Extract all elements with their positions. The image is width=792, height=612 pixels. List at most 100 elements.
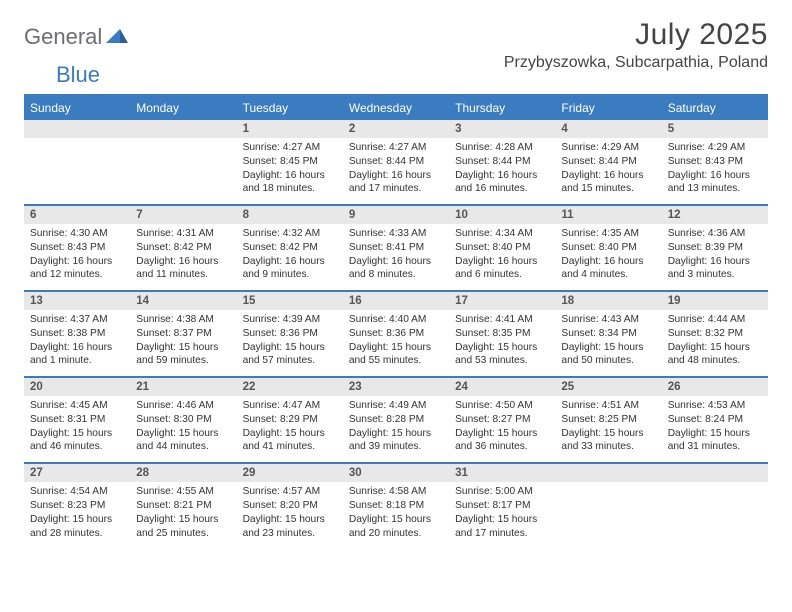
col-sunday: Sunday xyxy=(24,96,130,120)
day-number-cell: 17 xyxy=(449,292,555,311)
day-detail-cell: Sunrise: 4:47 AMSunset: 8:29 PMDaylight:… xyxy=(237,396,343,463)
sunset-line: Sunset: 8:44 PM xyxy=(561,155,655,169)
sunrise-line: Sunrise: 4:39 AM xyxy=(243,313,337,327)
daylight-line: Daylight: 16 hours and 12 minutes. xyxy=(30,255,124,283)
sunrise-line: Sunrise: 4:44 AM xyxy=(668,313,762,327)
day-number-cell: 15 xyxy=(237,292,343,311)
day-detail-cell xyxy=(555,482,661,548)
col-monday: Monday xyxy=(130,96,236,120)
sunset-line: Sunset: 8:40 PM xyxy=(561,241,655,255)
sunset-line: Sunset: 8:42 PM xyxy=(136,241,230,255)
sunrise-line: Sunrise: 4:51 AM xyxy=(561,399,655,413)
col-friday: Friday xyxy=(555,96,661,120)
day-number-cell xyxy=(662,464,768,483)
day-detail-cell: Sunrise: 5:00 AMSunset: 8:17 PMDaylight:… xyxy=(449,482,555,548)
sunset-line: Sunset: 8:25 PM xyxy=(561,413,655,427)
day-detail-cell: Sunrise: 4:31 AMSunset: 8:42 PMDaylight:… xyxy=(130,224,236,291)
sunset-line: Sunset: 8:32 PM xyxy=(668,327,762,341)
daylight-line: Daylight: 16 hours and 18 minutes. xyxy=(243,169,337,197)
day-number-cell: 6 xyxy=(24,206,130,225)
sunrise-line: Sunrise: 4:57 AM xyxy=(243,485,337,499)
day-number-cell: 10 xyxy=(449,206,555,225)
day-detail-cell: Sunrise: 4:45 AMSunset: 8:31 PMDaylight:… xyxy=(24,396,130,463)
day-detail-cell: Sunrise: 4:38 AMSunset: 8:37 PMDaylight:… xyxy=(130,310,236,377)
day-number-cell xyxy=(24,120,130,138)
day-number-cell: 1 xyxy=(237,120,343,138)
sunrise-line: Sunrise: 4:58 AM xyxy=(349,485,443,499)
day-detail-cell: Sunrise: 4:39 AMSunset: 8:36 PMDaylight:… xyxy=(237,310,343,377)
sunrise-line: Sunrise: 4:38 AM xyxy=(136,313,230,327)
day-detail-cell: Sunrise: 4:57 AMSunset: 8:20 PMDaylight:… xyxy=(237,482,343,548)
sunrise-line: Sunrise: 4:28 AM xyxy=(455,141,549,155)
sunset-line: Sunset: 8:34 PM xyxy=(561,327,655,341)
sunrise-line: Sunrise: 4:37 AM xyxy=(30,313,124,327)
sunset-line: Sunset: 8:20 PM xyxy=(243,499,337,513)
sunset-line: Sunset: 8:18 PM xyxy=(349,499,443,513)
daylight-line: Daylight: 15 hours and 50 minutes. xyxy=(561,341,655,369)
day-number-cell: 5 xyxy=(662,120,768,138)
daylight-line: Daylight: 16 hours and 4 minutes. xyxy=(561,255,655,283)
daylight-line: Daylight: 15 hours and 31 minutes. xyxy=(668,427,762,455)
daylight-line: Daylight: 15 hours and 53 minutes. xyxy=(455,341,549,369)
sunrise-line: Sunrise: 4:29 AM xyxy=(668,141,762,155)
day-detail-cell: Sunrise: 4:44 AMSunset: 8:32 PMDaylight:… xyxy=(662,310,768,377)
detail-row: Sunrise: 4:37 AMSunset: 8:38 PMDaylight:… xyxy=(24,310,768,377)
daylight-line: Daylight: 15 hours and 33 minutes. xyxy=(561,427,655,455)
day-detail-cell xyxy=(130,138,236,205)
day-header-row: Sunday Monday Tuesday Wednesday Thursday… xyxy=(24,96,768,120)
day-detail-cell: Sunrise: 4:28 AMSunset: 8:44 PMDaylight:… xyxy=(449,138,555,205)
daylight-line: Daylight: 15 hours and 44 minutes. xyxy=(136,427,230,455)
day-number-cell: 23 xyxy=(343,378,449,397)
sunset-line: Sunset: 8:37 PM xyxy=(136,327,230,341)
day-number-cell: 2 xyxy=(343,120,449,138)
daylight-line: Daylight: 15 hours and 39 minutes. xyxy=(349,427,443,455)
day-number-cell: 20 xyxy=(24,378,130,397)
daylight-line: Daylight: 15 hours and 55 minutes. xyxy=(349,341,443,369)
daynum-row: 20212223242526 xyxy=(24,378,768,397)
daylight-line: Daylight: 16 hours and 3 minutes. xyxy=(668,255,762,283)
detail-row: Sunrise: 4:45 AMSunset: 8:31 PMDaylight:… xyxy=(24,396,768,463)
day-detail-cell: Sunrise: 4:50 AMSunset: 8:27 PMDaylight:… xyxy=(449,396,555,463)
sunrise-line: Sunrise: 4:49 AM xyxy=(349,399,443,413)
col-tuesday: Tuesday xyxy=(237,96,343,120)
logo-triangle-icon xyxy=(106,27,128,48)
detail-row: Sunrise: 4:27 AMSunset: 8:45 PMDaylight:… xyxy=(24,138,768,205)
day-number-cell: 21 xyxy=(130,378,236,397)
daylight-line: Daylight: 16 hours and 15 minutes. xyxy=(561,169,655,197)
sunrise-line: Sunrise: 4:33 AM xyxy=(349,227,443,241)
day-number-cell: 30 xyxy=(343,464,449,483)
col-wednesday: Wednesday xyxy=(343,96,449,120)
calendar-table: Sunday Monday Tuesday Wednesday Thursday… xyxy=(24,96,768,548)
daylight-line: Daylight: 15 hours and 59 minutes. xyxy=(136,341,230,369)
day-number-cell: 3 xyxy=(449,120,555,138)
sunset-line: Sunset: 8:42 PM xyxy=(243,241,337,255)
sunset-line: Sunset: 8:41 PM xyxy=(349,241,443,255)
day-number-cell: 25 xyxy=(555,378,661,397)
calendar-body: 12345Sunrise: 4:27 AMSunset: 8:45 PMDayl… xyxy=(24,120,768,548)
daynum-row: 6789101112 xyxy=(24,206,768,225)
day-detail-cell: Sunrise: 4:34 AMSunset: 8:40 PMDaylight:… xyxy=(449,224,555,291)
sunrise-line: Sunrise: 4:27 AM xyxy=(349,141,443,155)
day-detail-cell xyxy=(662,482,768,548)
day-detail-cell: Sunrise: 4:36 AMSunset: 8:39 PMDaylight:… xyxy=(662,224,768,291)
daynum-row: 2728293031 xyxy=(24,464,768,483)
day-number-cell: 13 xyxy=(24,292,130,311)
sunset-line: Sunset: 8:44 PM xyxy=(349,155,443,169)
day-detail-cell: Sunrise: 4:46 AMSunset: 8:30 PMDaylight:… xyxy=(130,396,236,463)
sunrise-line: Sunrise: 4:43 AM xyxy=(561,313,655,327)
day-detail-cell: Sunrise: 4:35 AMSunset: 8:40 PMDaylight:… xyxy=(555,224,661,291)
day-detail-cell: Sunrise: 4:55 AMSunset: 8:21 PMDaylight:… xyxy=(130,482,236,548)
day-number-cell: 22 xyxy=(237,378,343,397)
daylight-line: Daylight: 15 hours and 28 minutes. xyxy=(30,513,124,541)
sunrise-line: Sunrise: 5:00 AM xyxy=(455,485,549,499)
sunrise-line: Sunrise: 4:36 AM xyxy=(668,227,762,241)
day-detail-cell: Sunrise: 4:54 AMSunset: 8:23 PMDaylight:… xyxy=(24,482,130,548)
daylight-line: Daylight: 15 hours and 41 minutes. xyxy=(243,427,337,455)
daylight-line: Daylight: 15 hours and 20 minutes. xyxy=(349,513,443,541)
day-number-cell: 14 xyxy=(130,292,236,311)
sunset-line: Sunset: 8:30 PM xyxy=(136,413,230,427)
sunset-line: Sunset: 8:24 PM xyxy=(668,413,762,427)
sunrise-line: Sunrise: 4:27 AM xyxy=(243,141,337,155)
logo-text-general: General xyxy=(24,24,102,50)
sunset-line: Sunset: 8:43 PM xyxy=(30,241,124,255)
